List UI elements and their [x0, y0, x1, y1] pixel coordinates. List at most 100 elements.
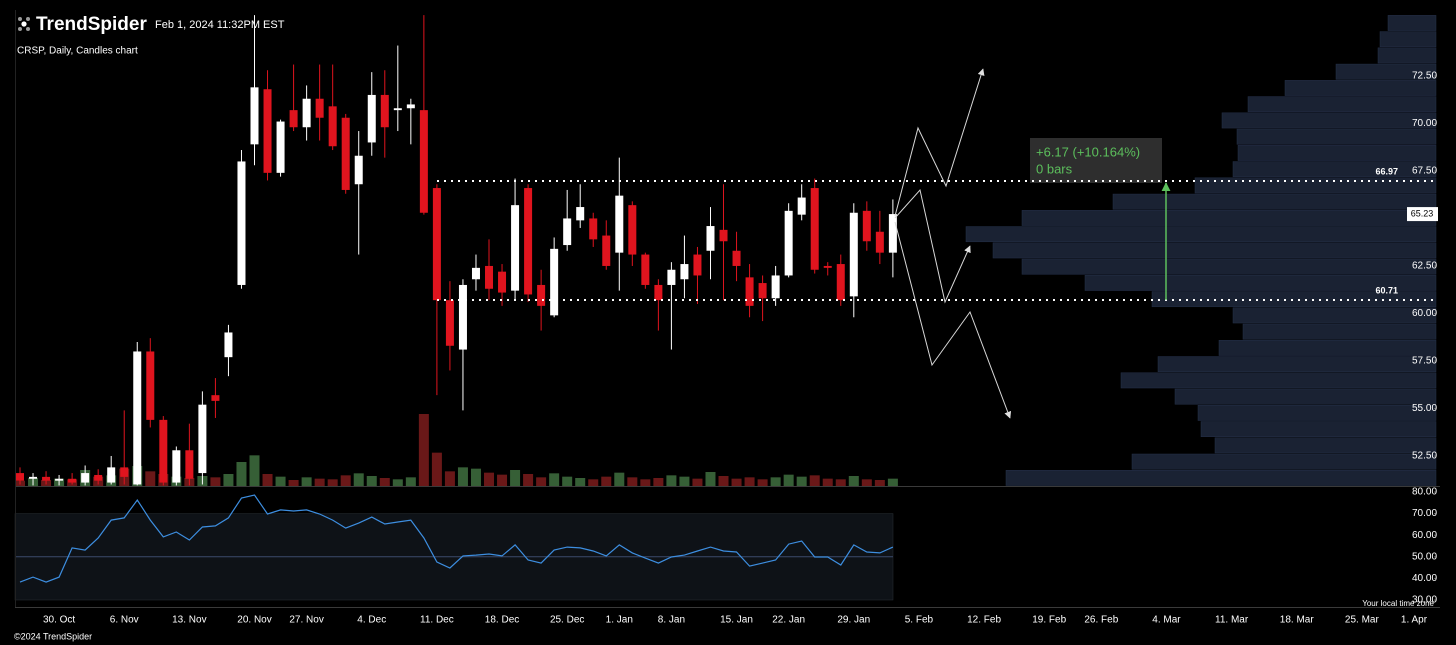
volume-bar: [783, 474, 794, 486]
candle-body: [107, 467, 116, 483]
candle-body: [68, 478, 77, 483]
candle-body: [250, 87, 259, 145]
candle-body: [172, 450, 181, 483]
volume-bar: [275, 476, 286, 486]
volume-profile-bar: [1194, 177, 1437, 194]
x-tick-label: 19. Feb: [1032, 615, 1066, 626]
volume-bar: [314, 478, 325, 486]
volume-profile-bar: [1112, 193, 1437, 210]
volume-bar: [874, 480, 885, 486]
volume-bar: [757, 479, 768, 486]
volume-bar: [588, 479, 599, 486]
rsi-tick-label: 70.00: [1412, 508, 1437, 519]
volume-profile-bar: [1005, 470, 1437, 486]
x-tick-label: 29. Jan: [837, 615, 870, 626]
x-tick-label: 18. Mar: [1280, 615, 1315, 626]
volume-bar: [692, 478, 703, 486]
volume-bar: [262, 474, 273, 486]
candle-body: [511, 205, 520, 291]
volume-profile-bar: [1214, 437, 1437, 454]
rsi-tick-label: 60.00: [1412, 530, 1437, 541]
volume-bar: [614, 472, 625, 486]
rsi-tick-label: 40.00: [1412, 573, 1437, 584]
candle-body: [563, 218, 572, 246]
x-tick-label: 6. Nov: [110, 615, 139, 626]
volume-bar: [236, 462, 247, 486]
measurement-change: +6.17 (+10.164%): [1036, 144, 1140, 159]
candle-body: [667, 269, 676, 285]
x-tick-label: 5. Feb: [905, 615, 934, 626]
candle-body: [29, 476, 38, 479]
volume-bar: [210, 477, 221, 486]
main-layer: [14, 15, 898, 601]
volume-bar: [470, 468, 481, 486]
volume-bar: [835, 479, 846, 486]
candle-body: [693, 254, 702, 276]
volume-bar: [575, 478, 586, 486]
volume-profile-bar: [1236, 128, 1437, 145]
volume-bar: [405, 477, 416, 486]
candle-body: [42, 476, 51, 481]
candle-body: [289, 110, 298, 128]
candle-body: [224, 332, 233, 358]
volume-bar: [379, 478, 390, 486]
volume-bar: [718, 476, 729, 486]
profile-layer: [965, 15, 1437, 486]
candle-body: [458, 284, 467, 350]
volume-bar: [536, 477, 547, 486]
level-label: 66.97: [1375, 166, 1398, 176]
volume-profile-bar: [1197, 405, 1437, 421]
volume-profile-bar: [1377, 47, 1437, 64]
volume-bar: [497, 474, 508, 486]
x-tick-label: 8. Jan: [658, 615, 685, 626]
x-tick-label: 13. Nov: [172, 615, 206, 626]
x-tick-label: 1. Jan: [606, 615, 633, 626]
volume-profile-bar: [1232, 307, 1437, 324]
logo: [18, 17, 30, 31]
volume-profile-bar: [1120, 372, 1437, 389]
volume-bar: [366, 476, 377, 486]
volume-bar: [444, 471, 455, 486]
volume-bar: [431, 452, 442, 486]
volume-bar: [653, 478, 664, 486]
x-tick-label: 26. Feb: [1084, 615, 1118, 626]
y-tick-label: 60.00: [1412, 308, 1437, 319]
volume-bar: [223, 474, 234, 486]
volume-bar: [640, 479, 651, 486]
candle-body: [589, 218, 598, 240]
candle-body: [745, 277, 754, 306]
x-tick-label: 27. Nov: [289, 615, 323, 626]
candle-body: [393, 108, 402, 111]
volume-bar: [744, 477, 755, 486]
candle-body: [888, 214, 897, 253]
volume-bar: [731, 478, 742, 486]
candle-body: [198, 404, 207, 474]
candle-body: [875, 231, 884, 253]
projection-path: [894, 221, 1012, 419]
candle-body: [524, 188, 533, 295]
volume-bar: [887, 478, 898, 486]
candle-body: [771, 275, 780, 299]
y-tick-label: 70.00: [1412, 118, 1437, 129]
candle-body: [836, 264, 845, 301]
volume-bar: [327, 479, 338, 486]
candle-body: [328, 106, 337, 147]
last-price-label: 65.23: [1411, 208, 1434, 218]
x-tick-label: 4. Mar: [1152, 615, 1181, 626]
volume-profile-bar: [1021, 210, 1437, 226]
candle-body: [354, 155, 363, 185]
candle-body: [719, 229, 728, 242]
x-tick-label: 25. Dec: [550, 615, 584, 626]
volume-profile-bar: [1237, 145, 1437, 161]
volume-bar: [523, 474, 534, 486]
volume-bar: [392, 479, 403, 486]
copyright: ©2024 TrendSpider: [14, 631, 92, 641]
volume-profile-bar: [1084, 275, 1437, 291]
x-tick-label: 20. Nov: [237, 615, 271, 626]
volume-profile-bar: [1387, 15, 1437, 31]
candle-body: [758, 283, 767, 299]
volume-bar: [627, 477, 638, 486]
logo-dot: [26, 17, 30, 21]
